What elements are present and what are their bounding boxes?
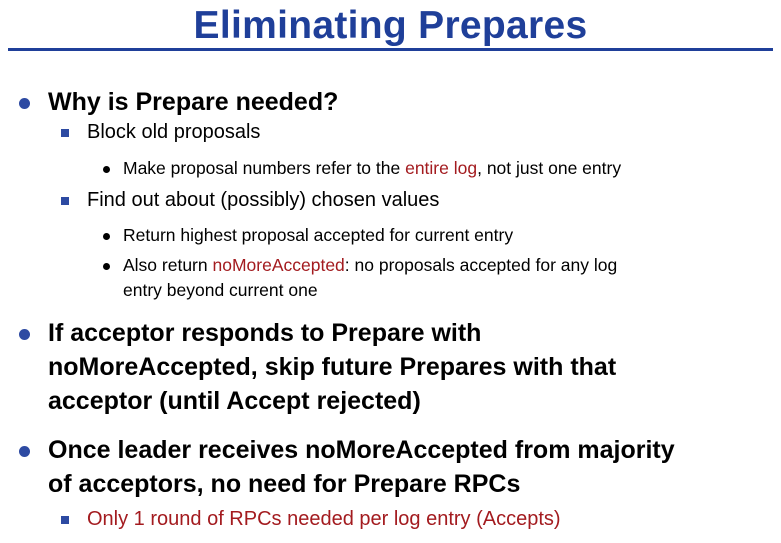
bullet-dot	[19, 329, 30, 340]
highlight-entire-log: entire log	[405, 158, 478, 178]
bullet-dot	[19, 446, 30, 457]
sub-bullet-square	[61, 197, 69, 205]
sub-bullet-square	[61, 516, 69, 524]
sub-sub-bullet-entire-log: Make proposal numbers refer to the entir…	[123, 158, 622, 178]
bullet-why-prepare: Why is Prepare needed?	[48, 88, 339, 116]
sub-sub-bullet-dot	[103, 166, 110, 173]
bullet-dot	[19, 98, 30, 109]
bullet-leader-line1: Once leader receives noMoreAccepted from…	[48, 436, 675, 464]
sub-bullet-one-round: Only 1 round of RPCs needed per log entr…	[87, 508, 561, 530]
sub-sub-bullet-return-highest: Return highest proposal accepted for cur…	[123, 225, 514, 245]
sub-bullet-block-old: Block old proposals	[87, 121, 261, 143]
sub-bullet-square	[61, 129, 69, 137]
bullet-leader-line2: of acceptors, no need for Prepare RPCs	[48, 470, 521, 498]
sub-bullet-find-out: Find out about (possibly) chosen values	[87, 189, 440, 211]
sub-sub-bullet-dot	[103, 263, 110, 270]
bullet-acceptor-line3: acceptor (until Accept rejected)	[48, 387, 421, 415]
slide-title: Eliminating Prepares	[193, 4, 588, 47]
sub-sub-bullet-no-more-accepted: Also return noMoreAccepted: no proposals…	[123, 255, 618, 275]
title-underline	[8, 48, 773, 51]
highlight-no-more-accepted: noMoreAccepted	[212, 255, 345, 275]
sub-sub-bullet-no-more-accepted-cont: entry beyond current one	[123, 280, 318, 300]
bullet-acceptor-line2: noMoreAccepted, skip future Prepares wit…	[48, 353, 617, 381]
bullet-acceptor-line1: If acceptor responds to Prepare with	[48, 319, 482, 347]
sub-sub-bullet-dot	[103, 233, 110, 240]
